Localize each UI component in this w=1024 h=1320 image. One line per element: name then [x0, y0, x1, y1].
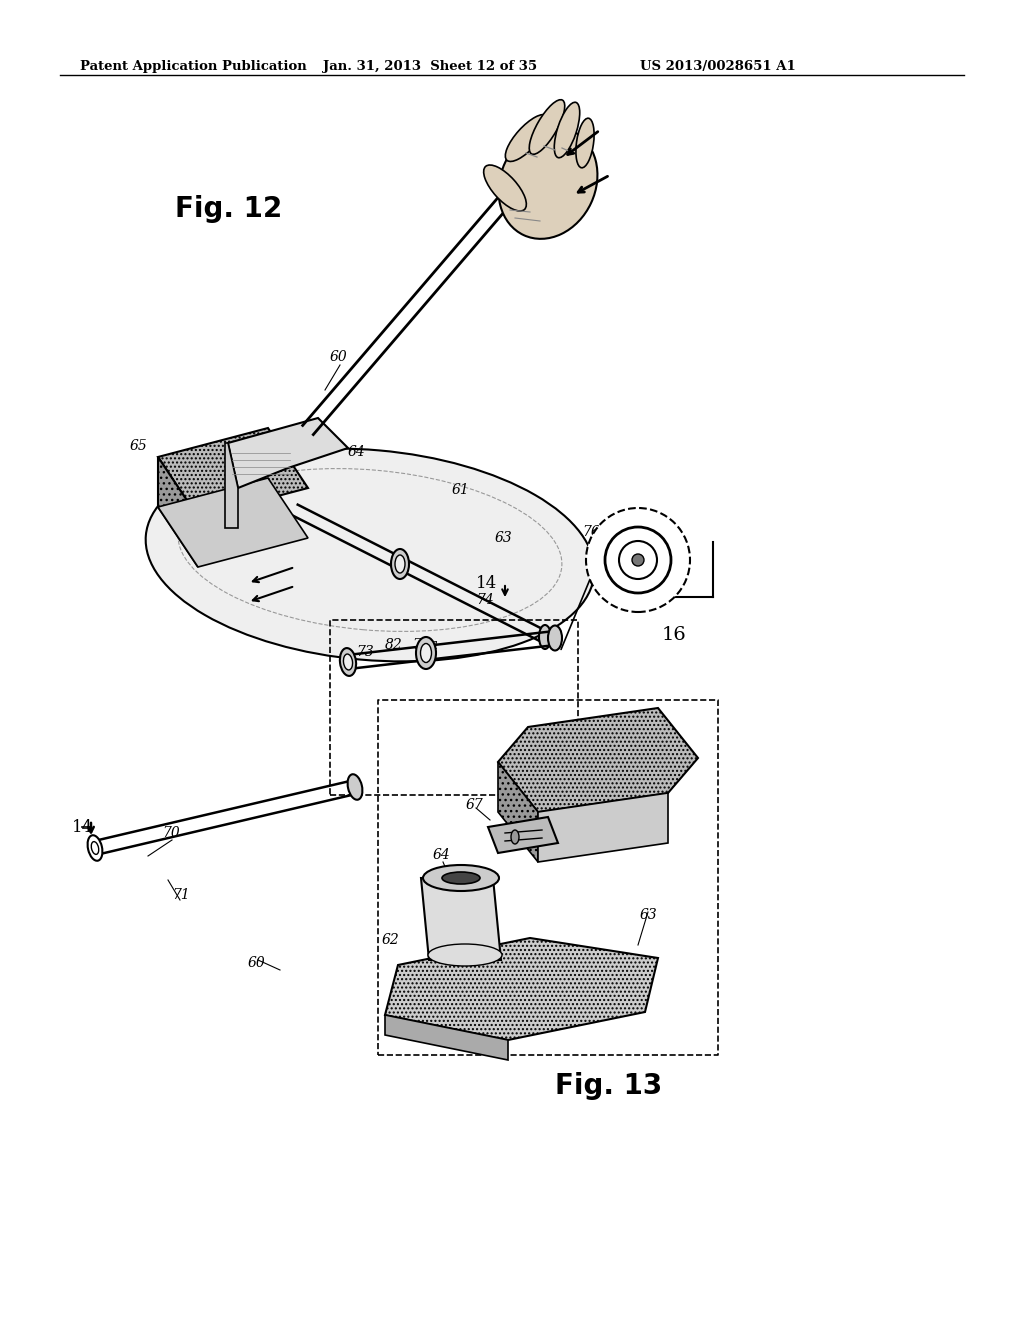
- Text: 65: 65: [130, 440, 147, 453]
- Ellipse shape: [428, 944, 502, 966]
- Text: 70: 70: [162, 826, 180, 840]
- Text: Fig. 13: Fig. 13: [555, 1072, 663, 1100]
- Text: 60: 60: [330, 350, 348, 364]
- Ellipse shape: [548, 626, 562, 651]
- Ellipse shape: [416, 638, 436, 669]
- Circle shape: [586, 508, 690, 612]
- Ellipse shape: [91, 842, 98, 854]
- Text: 14: 14: [476, 574, 498, 591]
- Ellipse shape: [575, 119, 594, 168]
- Text: 16: 16: [662, 626, 687, 644]
- Text: 82: 82: [385, 638, 402, 652]
- Circle shape: [605, 527, 671, 593]
- Text: 63: 63: [495, 531, 513, 545]
- Text: Jan. 31, 2013  Sheet 12 of 35: Jan. 31, 2013 Sheet 12 of 35: [323, 59, 537, 73]
- Ellipse shape: [343, 653, 352, 671]
- Text: 67: 67: [466, 799, 483, 812]
- Text: US 2013/0028651 A1: US 2013/0028651 A1: [640, 59, 796, 73]
- Polygon shape: [538, 793, 668, 862]
- Text: 64: 64: [433, 847, 451, 862]
- Polygon shape: [385, 1015, 508, 1060]
- Polygon shape: [498, 708, 698, 812]
- Text: 71: 71: [172, 888, 189, 902]
- Polygon shape: [385, 939, 658, 1040]
- Text: 60: 60: [248, 956, 266, 970]
- Text: Fig. 12: Fig. 12: [175, 195, 283, 223]
- Text: 14: 14: [72, 818, 93, 836]
- Polygon shape: [228, 418, 348, 488]
- Text: 64: 64: [348, 445, 366, 459]
- Polygon shape: [421, 878, 501, 960]
- Circle shape: [632, 554, 644, 566]
- Ellipse shape: [421, 644, 431, 663]
- Ellipse shape: [483, 165, 526, 211]
- Polygon shape: [225, 444, 238, 528]
- Ellipse shape: [442, 873, 480, 884]
- Ellipse shape: [511, 830, 519, 843]
- Circle shape: [618, 541, 657, 579]
- Ellipse shape: [145, 449, 594, 661]
- Text: 61: 61: [452, 483, 470, 498]
- Polygon shape: [158, 457, 198, 568]
- Polygon shape: [158, 428, 308, 517]
- Ellipse shape: [88, 836, 102, 861]
- Polygon shape: [498, 762, 538, 862]
- Ellipse shape: [340, 648, 356, 676]
- Text: 76: 76: [582, 525, 600, 539]
- Polygon shape: [158, 478, 308, 568]
- Ellipse shape: [529, 100, 565, 154]
- Text: 62: 62: [382, 933, 399, 946]
- Text: 65: 65: [592, 718, 609, 733]
- Ellipse shape: [347, 775, 362, 800]
- Polygon shape: [488, 817, 558, 853]
- Ellipse shape: [505, 115, 549, 161]
- Text: 73: 73: [356, 645, 374, 659]
- Text: Patent Application Publication: Patent Application Publication: [80, 59, 307, 73]
- Ellipse shape: [539, 624, 551, 649]
- Ellipse shape: [391, 549, 409, 579]
- Text: 63: 63: [640, 908, 657, 921]
- Text: 74: 74: [476, 593, 494, 607]
- Ellipse shape: [499, 127, 597, 239]
- Ellipse shape: [554, 102, 580, 157]
- Ellipse shape: [395, 554, 406, 573]
- Text: 73a: 73a: [412, 638, 438, 652]
- Ellipse shape: [423, 865, 499, 891]
- Text: 61: 61: [498, 972, 516, 985]
